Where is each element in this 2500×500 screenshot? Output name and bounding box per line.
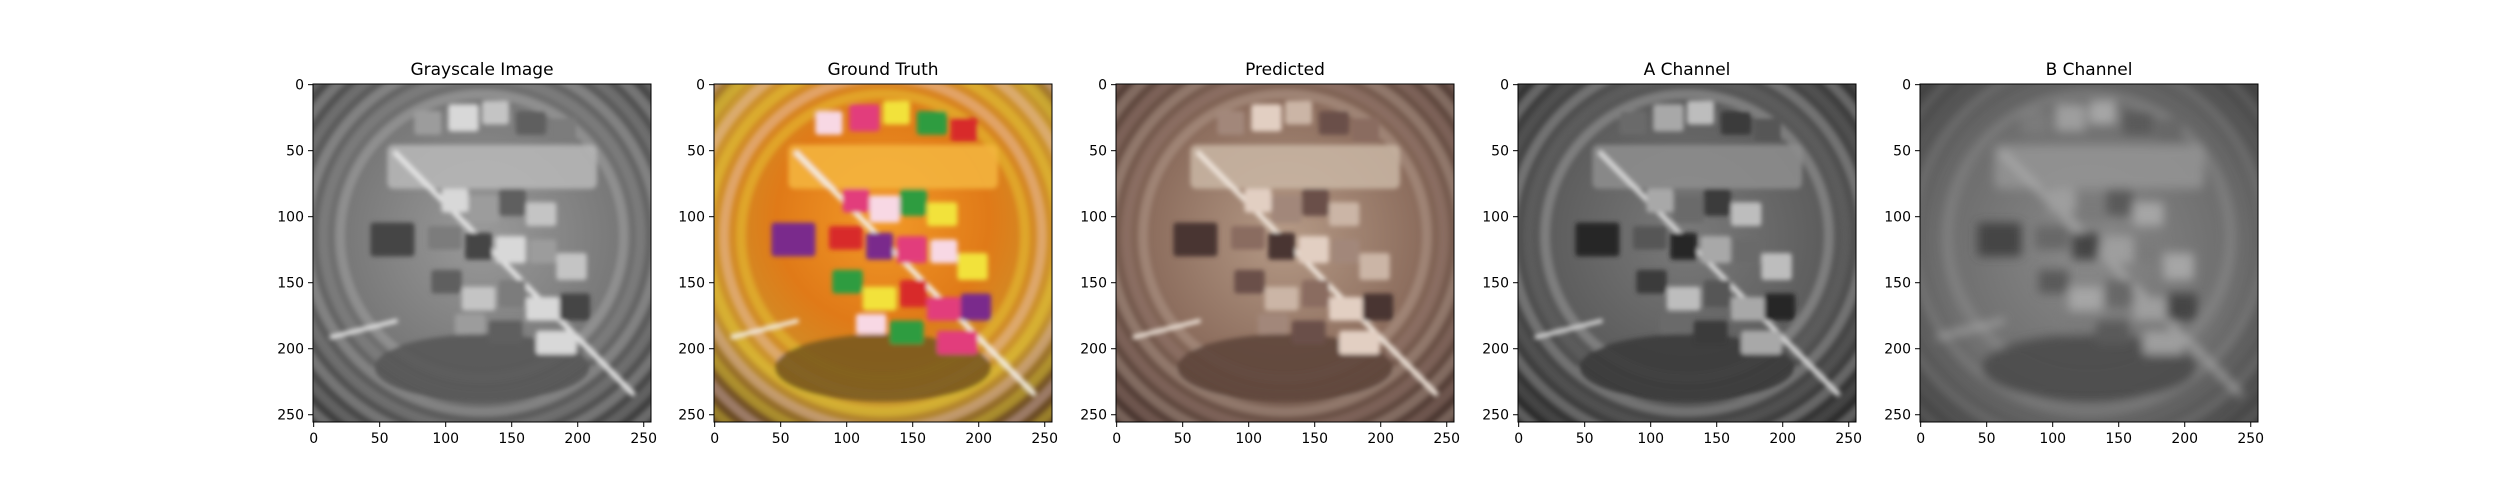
panel-3: Predicted 0 0 50 50 100 100 150 150 200 200 250 250 [1080, 60, 1460, 447]
panel-title: B Channel [2046, 60, 2133, 80]
y-tick-label: 0 [1902, 78, 1911, 94]
x-tick-label: 200 [1769, 431, 1796, 447]
x-tick-label: 0 [1916, 431, 1925, 447]
x-tick-label: 250 [630, 431, 657, 447]
x-tick-label: 100 [432, 431, 459, 447]
axes-frame [1115, 83, 1455, 423]
y-tick-label: 150 [1884, 276, 1911, 292]
panel-2: Ground Truth 0 0 50 50 100 100 150 150 200 200 250 2… [678, 60, 1058, 447]
y-tick-label: 200 [678, 342, 705, 358]
x-tick-label: 250 [1433, 431, 1460, 447]
panel-1: Grayscale Image 0 0 50 50 100 100 150 150 200 200 2… [277, 60, 657, 447]
y-tick-label: 150 [678, 276, 705, 292]
y-tick-label: 150 [1080, 276, 1107, 292]
panel-title: Predicted [1245, 60, 1325, 80]
x-tick-label: 150 [2105, 431, 2132, 447]
panel-image [714, 84, 1052, 422]
panel-image [313, 84, 651, 422]
panel-title: Grayscale Image [410, 60, 553, 80]
y-tick-label: 0 [696, 78, 705, 94]
y-tick-label: 250 [1482, 408, 1509, 424]
x-tick-label: 200 [564, 431, 591, 447]
panel-5: B Channel 0 0 50 50 100 100 150 150 200 200 250 250 [1884, 60, 2264, 447]
x-tick-label: 200 [1367, 431, 1394, 447]
x-tick-label: 0 [1514, 431, 1523, 447]
y-tick-label: 250 [1884, 408, 1911, 424]
y-tick-label: 100 [1482, 210, 1509, 226]
y-tick-label: 200 [1482, 342, 1509, 358]
panel-image [1116, 84, 1454, 422]
x-tick-label: 50 [1576, 431, 1594, 447]
x-tick-label: 100 [2039, 431, 2066, 447]
x-tick-label: 0 [309, 431, 318, 447]
x-tick-label: 250 [1031, 431, 1058, 447]
y-tick-label: 150 [277, 276, 304, 292]
x-tick-label: 100 [833, 431, 860, 447]
y-tick-label: 100 [277, 210, 304, 226]
x-tick-label: 150 [1301, 431, 1328, 447]
x-tick-label: 250 [2237, 431, 2264, 447]
x-tick-label: 100 [1235, 431, 1262, 447]
panel-4: A Channel 0 0 50 50 100 100 150 150 200 200 250 250 [1482, 60, 1862, 447]
y-tick-label: 100 [678, 210, 705, 226]
y-tick-label: 200 [1080, 342, 1107, 358]
axes-frame [1517, 83, 1857, 423]
y-tick-label: 0 [1098, 78, 1107, 94]
y-tick-label: 50 [286, 144, 304, 160]
x-tick-label: 150 [899, 431, 926, 447]
y-tick-label: 0 [1500, 78, 1509, 94]
y-tick-label: 0 [295, 78, 304, 94]
x-tick-label: 0 [710, 431, 719, 447]
x-tick-label: 200 [965, 431, 992, 447]
y-tick-label: 100 [1884, 210, 1911, 226]
y-tick-label: 50 [1893, 144, 1911, 160]
y-tick-label: 250 [277, 408, 304, 424]
axes-frame [1919, 83, 2259, 423]
x-tick-label: 200 [2171, 431, 2198, 447]
y-tick-label: 250 [678, 408, 705, 424]
x-tick-label: 50 [772, 431, 790, 447]
x-tick-label: 150 [498, 431, 525, 447]
panel-image [1920, 84, 2258, 422]
x-tick-label: 50 [371, 431, 389, 447]
x-tick-label: 250 [1835, 431, 1862, 447]
y-tick-label: 200 [277, 342, 304, 358]
x-tick-label: 100 [1637, 431, 1664, 447]
panel-title: A Channel [1644, 60, 1731, 80]
y-tick-label: 50 [1089, 144, 1107, 160]
axes-frame [713, 83, 1053, 423]
x-tick-label: 50 [1978, 431, 1996, 447]
y-tick-label: 200 [1884, 342, 1911, 358]
y-tick-label: 150 [1482, 276, 1509, 292]
x-tick-label: 50 [1174, 431, 1192, 447]
x-tick-label: 150 [1703, 431, 1730, 447]
y-tick-label: 50 [687, 144, 705, 160]
y-tick-label: 100 [1080, 210, 1107, 226]
y-tick-label: 250 [1080, 408, 1107, 424]
x-tick-label: 0 [1112, 431, 1121, 447]
axes-frame [312, 83, 652, 423]
panel-image [1518, 84, 1856, 422]
panel-title: Ground Truth [827, 60, 938, 80]
y-tick-label: 50 [1491, 144, 1509, 160]
